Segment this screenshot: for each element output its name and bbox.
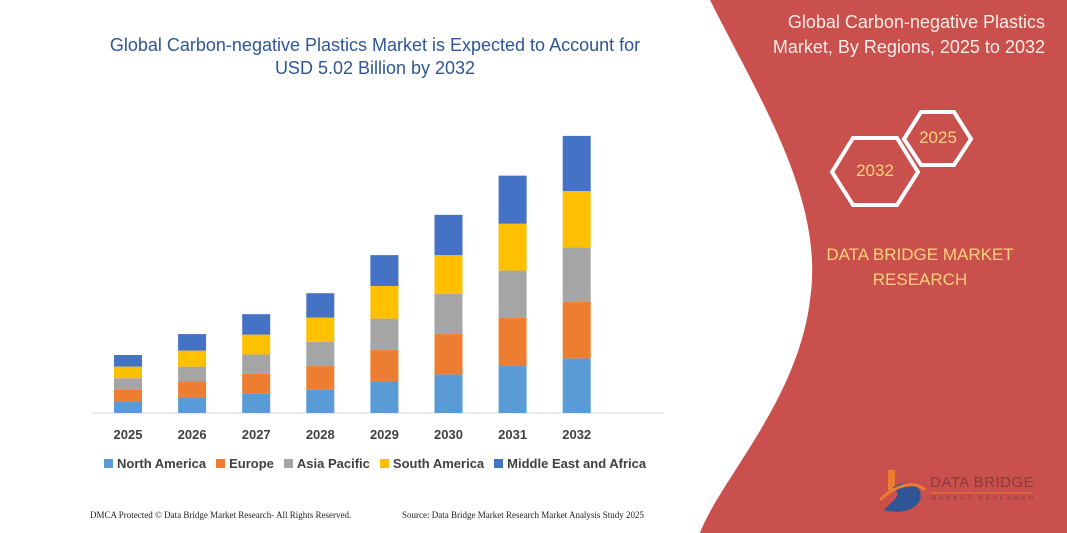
bar-segment-2025-0 — [114, 401, 142, 413]
legend: North America Europe Asia Pacific South … — [104, 456, 646, 471]
bar-segment-2031-0 — [498, 366, 527, 413]
legend-item: Europe — [216, 456, 274, 471]
logo-icon — [878, 470, 927, 512]
bar-segment-2032-1 — [562, 302, 591, 359]
x-tick-label: 2026 — [178, 427, 207, 442]
bar-segment-2030-3 — [434, 255, 463, 294]
bar-segment-2026-4 — [178, 334, 207, 351]
bar-segment-2027-4 — [242, 314, 271, 335]
bar-segment-2032-4 — [562, 135, 591, 192]
bar-segment-2031-4 — [498, 175, 527, 224]
legend-swatch — [494, 459, 504, 468]
bar-segment-2026-3 — [178, 350, 207, 367]
panel-title: Global Carbon-negative Plastics Market, … — [772, 12, 1045, 57]
bar-segment-2031-2 — [498, 270, 527, 319]
bar-segment-2027-3 — [242, 334, 271, 355]
brand-text: DATA BRIDGE MARKET RESEARCH — [826, 245, 1014, 289]
bar-segment-2031-1 — [498, 318, 527, 367]
bar-segment-2026-2 — [178, 366, 207, 382]
bar-segment-2030-4 — [434, 214, 463, 256]
bar-segment-2032-3 — [562, 191, 591, 248]
legend-label: Europe — [229, 456, 274, 471]
legend-item: South America — [379, 456, 485, 471]
side-panel-shape — [700, 0, 1067, 533]
hexagon-2032 — [829, 136, 921, 207]
bar-segment-2025-3 — [114, 366, 142, 379]
bar-segment-2028-4 — [306, 293, 335, 318]
bar-segment-2025-2 — [114, 378, 142, 390]
legend-item: Middle East and Africa — [494, 456, 646, 471]
footer-source: Source: Data Bridge Market Research Mark… — [402, 510, 644, 520]
x-tick-label: 2030 — [434, 427, 463, 442]
legend-label: Asia Pacific — [296, 456, 370, 471]
hex-label-2025: 2025 — [919, 128, 957, 147]
bar-segment-2027-0 — [242, 393, 271, 413]
x-tick-label: 2032 — [562, 427, 591, 442]
logo-text: DATA BRIDGE — [930, 474, 1035, 491]
x-tick-label: 2028 — [306, 427, 335, 442]
x-tick-label: 2025 — [114, 427, 143, 442]
bar-segment-2027-2 — [242, 354, 271, 374]
bar-segment-2029-1 — [370, 350, 399, 382]
bar-segment-2030-0 — [434, 374, 463, 413]
stacked-bar-chart: 2025 2026 2027 2028 2029 2030 2031 2032 — [92, 135, 664, 442]
legend-item: Asia Pacific — [283, 456, 370, 471]
bar-segment-2029-0 — [370, 381, 399, 413]
logo-subtext: MARKET RESEARCH — [931, 496, 1036, 502]
bar-segment-2031-3 — [498, 223, 527, 271]
hexagon-2025 — [901, 110, 974, 167]
footer-copyright: DMCA Protected © Data Bridge Market Rese… — [90, 510, 352, 520]
bar-segment-2029-3 — [370, 286, 399, 319]
x-tick-label: 2027 — [242, 427, 271, 442]
x-tick-label: 2029 — [370, 427, 399, 442]
chart-title: Global Carbon-negative Plastics Market i… — [109, 35, 641, 78]
hex-label-2032: 2032 — [856, 161, 894, 180]
bar-segment-2032-0 — [562, 358, 591, 413]
legend-swatch — [216, 459, 226, 468]
bar-segment-2026-1 — [178, 381, 207, 398]
x-tick-label: 2031 — [498, 427, 527, 442]
bar-segment-2029-2 — [370, 318, 399, 351]
bar-segment-2025-1 — [114, 389, 142, 402]
bar-segment-2028-1 — [306, 366, 335, 390]
legend-item: North America — [104, 456, 206, 471]
legend-swatch — [283, 459, 293, 468]
bar-segment-2025-4 — [114, 355, 142, 367]
bar-segment-2027-1 — [242, 373, 271, 394]
legend-swatch — [379, 459, 389, 468]
bar-segment-2030-1 — [434, 334, 463, 375]
bar-segment-2028-3 — [306, 317, 335, 342]
legend-swatch — [104, 459, 113, 468]
bar-segment-2028-0 — [306, 389, 335, 413]
legend-label: South America — [392, 456, 485, 471]
legend-label: Middle East and Africa — [507, 456, 647, 471]
bar-segment-2029-4 — [370, 255, 399, 287]
bar-segment-2030-2 — [434, 293, 463, 335]
bar-segment-2028-2 — [306, 341, 335, 367]
bar-segment-2026-0 — [178, 397, 207, 413]
legend-label: North America — [117, 456, 207, 471]
bar-segment-2032-2 — [562, 247, 591, 303]
